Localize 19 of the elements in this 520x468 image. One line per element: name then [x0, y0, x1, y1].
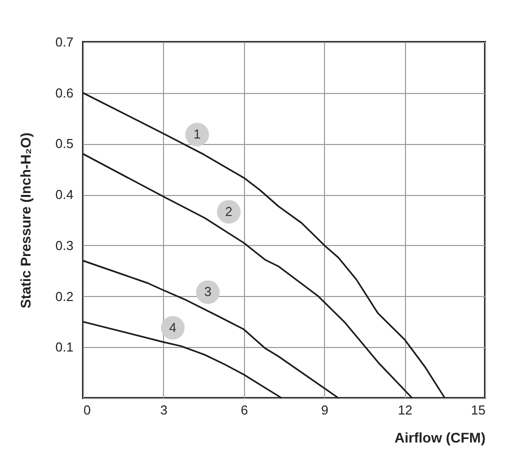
y-tick-label: 0.5 [55, 136, 74, 152]
y-tick-label: 0.3 [55, 238, 74, 253]
x-tick-label: 9 [321, 402, 328, 418]
y-axis-title: Static Pressure (Inch-H₂O) [17, 132, 34, 308]
annotation: 4 [169, 320, 176, 335]
x-tick-label: 15 [471, 402, 486, 418]
annotation: 2 [225, 204, 232, 219]
x-tick-label: 0 [84, 402, 91, 418]
y-tick-label: 0.4 [55, 187, 74, 202]
y-tick-label: 0.1 [55, 340, 74, 355]
y-tick-label: 0.2 [55, 288, 74, 304]
x-tick-label: 6 [240, 402, 248, 418]
y-tick-label: 0.6 [55, 85, 74, 100]
y-tick-label: 0.7 [55, 34, 74, 50]
x-tick-label: 3 [160, 402, 168, 418]
x-tick-label: 12 [398, 402, 412, 418]
annotation: 3 [204, 284, 212, 300]
annotation: 1 [194, 126, 201, 142]
x-axis-title: Airflow (CFM) [394, 430, 486, 446]
